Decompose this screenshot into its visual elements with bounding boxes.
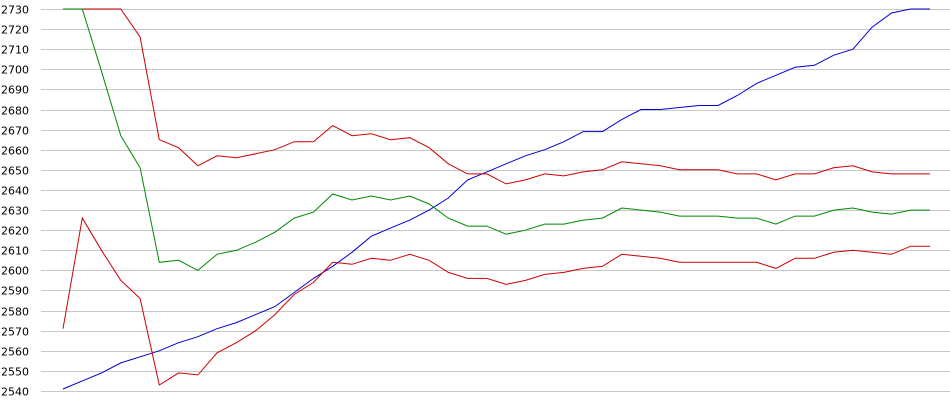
y-tick-label: 2690 (1, 84, 29, 97)
y-axis-ticks: 2730 2720 2710 2700 2690 2680 2670 2660 2650 2640… (1, 4, 29, 399)
y-tick-label: 2660 (1, 145, 29, 158)
series-line-4 (62, 216, 930, 386)
y-tick-label: 2560 (1, 346, 29, 359)
y-tick-label: 2710 (1, 44, 29, 57)
y-tick-label: 2730 (1, 4, 29, 17)
y-tick-label: 2630 (1, 205, 29, 218)
y-tick-label: 2610 (1, 245, 29, 258)
y-tick-label: 2540 (1, 386, 29, 399)
y-tick-label: 2620 (1, 225, 29, 238)
series-line-2 (63, 8, 930, 185)
series-line-1 (62, 8, 930, 390)
grid-lines (41, 9, 950, 392)
y-tick-label: 2720 (1, 24, 29, 37)
series-lines (62, 8, 930, 390)
y-tick-label: 2650 (1, 165, 29, 178)
y-tick-label: 2570 (1, 326, 29, 339)
y-tick-label: 2590 (1, 285, 29, 298)
y-tick-label: 2550 (1, 366, 29, 379)
y-tick-label: 2600 (1, 265, 29, 278)
y-tick-label: 2580 (1, 306, 29, 319)
y-tick-label: 2700 (1, 64, 29, 77)
series-line-3 (63, 8, 930, 271)
y-tick-label: 2670 (1, 125, 29, 138)
y-tick-label: 2680 (1, 105, 29, 118)
y-tick-label: 2640 (1, 185, 29, 198)
